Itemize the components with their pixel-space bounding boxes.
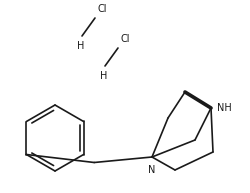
Text: N: N <box>148 165 155 175</box>
Text: H: H <box>100 71 107 81</box>
Text: Cl: Cl <box>120 34 130 44</box>
Text: Cl: Cl <box>98 4 107 14</box>
Text: H: H <box>77 41 84 51</box>
Text: NH: NH <box>216 103 231 113</box>
